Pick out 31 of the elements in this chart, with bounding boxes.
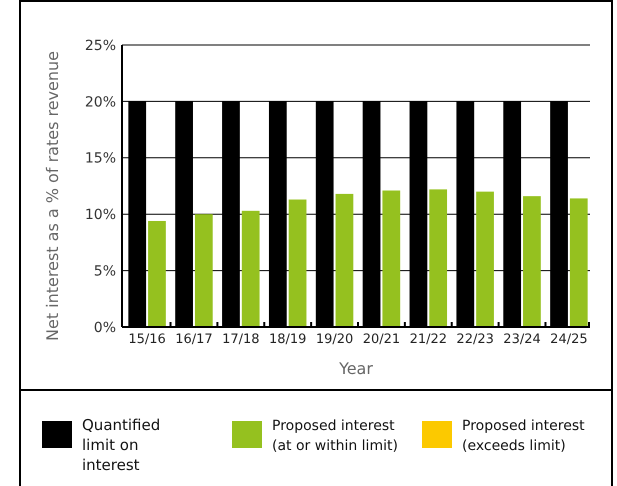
x-tick-label: 21/22 [410,332,448,347]
bar [242,210,260,327]
bar [148,220,166,327]
y-tick-label: 20% [84,94,116,110]
x-tick-label: 17/18 [222,332,260,347]
x-axis-title: Year [338,359,374,378]
bar [570,198,588,327]
bar [429,189,448,327]
bar [336,194,354,327]
bar [288,200,306,327]
y-axis-title: Net interest as a % of rates revenue [43,51,62,341]
x-tick-label: 18/19 [268,332,306,347]
y-tick-label: 25% [84,38,116,54]
bar [476,192,494,327]
x-tick-label: 20/21 [362,332,400,347]
x-tick-label: 15/16 [128,332,166,347]
bar [382,190,400,327]
legend-label: Quantified limit on interest [82,416,160,474]
bar [523,196,541,327]
y-tick-label: 5% [94,264,116,280]
y-tick-label: 15% [84,150,116,167]
bar [194,214,213,327]
legend-label: Proposed interest (at or within limit) [272,418,398,454]
x-tick-label: 19/20 [316,332,354,347]
x-tick-label: 22/23 [456,332,494,347]
x-tick-label: 23/24 [503,332,541,347]
x-tick-label: 24/25 [550,332,588,347]
y-tick-label: 10% [84,207,116,224]
y-tick-label: 0% [94,320,116,336]
x-tick-label: 16/17 [175,332,213,347]
legend-label: Proposed interest (exceeds limit) [462,418,586,454]
